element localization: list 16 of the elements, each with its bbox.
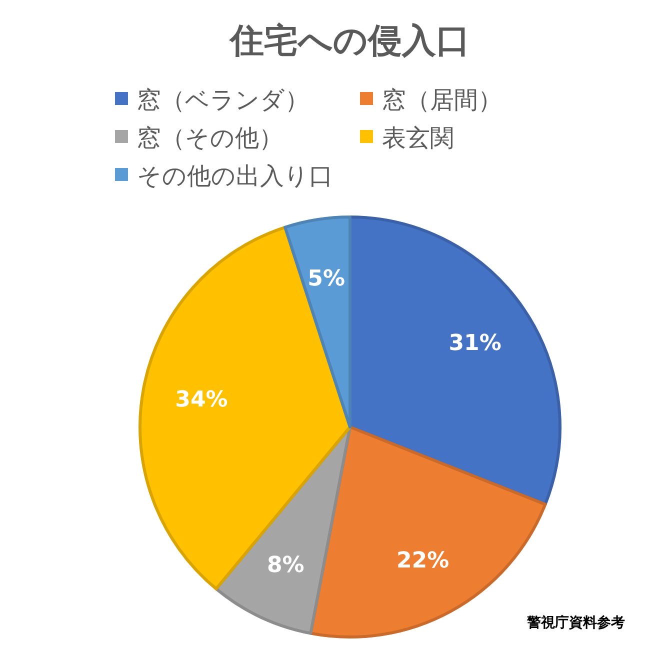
- text: 警視庁資料参考: [526, 614, 625, 631]
- pie-slice: [348, 216, 562, 506]
- legend-label: その他の出入り口: [137, 162, 333, 190]
- data-label: 5%: [308, 266, 346, 292]
- pie-slice: [138, 226, 352, 590]
- data-label: 22%: [396, 548, 450, 574]
- data-label: 31%: [448, 331, 502, 356]
- legend-label: 表玄関: [382, 124, 454, 152]
- pie-slice: [284, 216, 352, 428]
- legend-label: 窓（居間）: [382, 86, 502, 114]
- data-label: 34%: [175, 388, 228, 413]
- chart-title: 住宅への侵入口: [228, 21, 470, 61]
- legend-label: 窓（ベランダ）: [137, 86, 309, 114]
- legend-label: 窓（その他）: [137, 124, 283, 152]
- pie-slice: [214, 426, 352, 635]
- data-label: 8%: [266, 552, 304, 578]
